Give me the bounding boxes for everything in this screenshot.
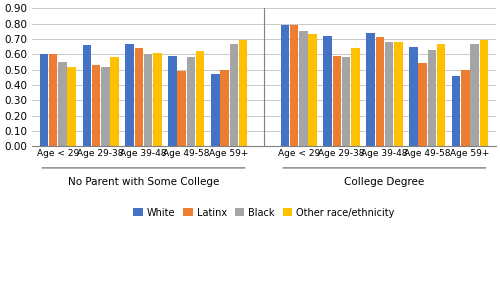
Bar xyxy=(385,42,394,147)
Bar xyxy=(418,63,427,147)
Bar xyxy=(409,47,418,147)
Bar xyxy=(290,25,298,147)
Bar xyxy=(196,51,204,147)
Bar xyxy=(68,67,76,147)
Bar xyxy=(101,67,110,147)
Bar xyxy=(178,71,186,147)
Text: College Degree: College Degree xyxy=(344,177,424,187)
Bar xyxy=(211,74,220,147)
Bar xyxy=(437,44,446,147)
Bar xyxy=(153,53,162,147)
Bar xyxy=(366,33,375,147)
Bar xyxy=(220,70,229,147)
Bar xyxy=(308,34,317,147)
Bar xyxy=(82,45,91,147)
Bar xyxy=(126,44,134,147)
Bar xyxy=(332,56,341,147)
Bar xyxy=(428,50,436,147)
Bar xyxy=(144,54,152,147)
Bar xyxy=(134,48,143,147)
Bar xyxy=(452,76,460,147)
Bar xyxy=(230,44,238,147)
Bar xyxy=(461,70,469,147)
Bar xyxy=(299,31,308,147)
Bar xyxy=(92,65,100,147)
Bar xyxy=(58,62,66,147)
Bar xyxy=(480,40,488,147)
Bar xyxy=(324,36,332,147)
Bar xyxy=(49,54,58,147)
Text: No Parent with Some College: No Parent with Some College xyxy=(68,177,219,187)
Bar xyxy=(394,42,402,147)
Bar xyxy=(110,57,119,147)
Bar xyxy=(351,48,360,147)
Bar xyxy=(470,44,479,147)
Legend: White, Latinx, Black, Other race/ethnicity: White, Latinx, Black, Other race/ethnici… xyxy=(130,204,398,222)
Bar xyxy=(238,40,248,147)
Bar xyxy=(342,57,350,147)
Bar xyxy=(168,56,176,147)
Bar xyxy=(186,57,195,147)
Bar xyxy=(40,54,48,147)
Bar xyxy=(280,25,289,147)
Bar xyxy=(376,37,384,147)
